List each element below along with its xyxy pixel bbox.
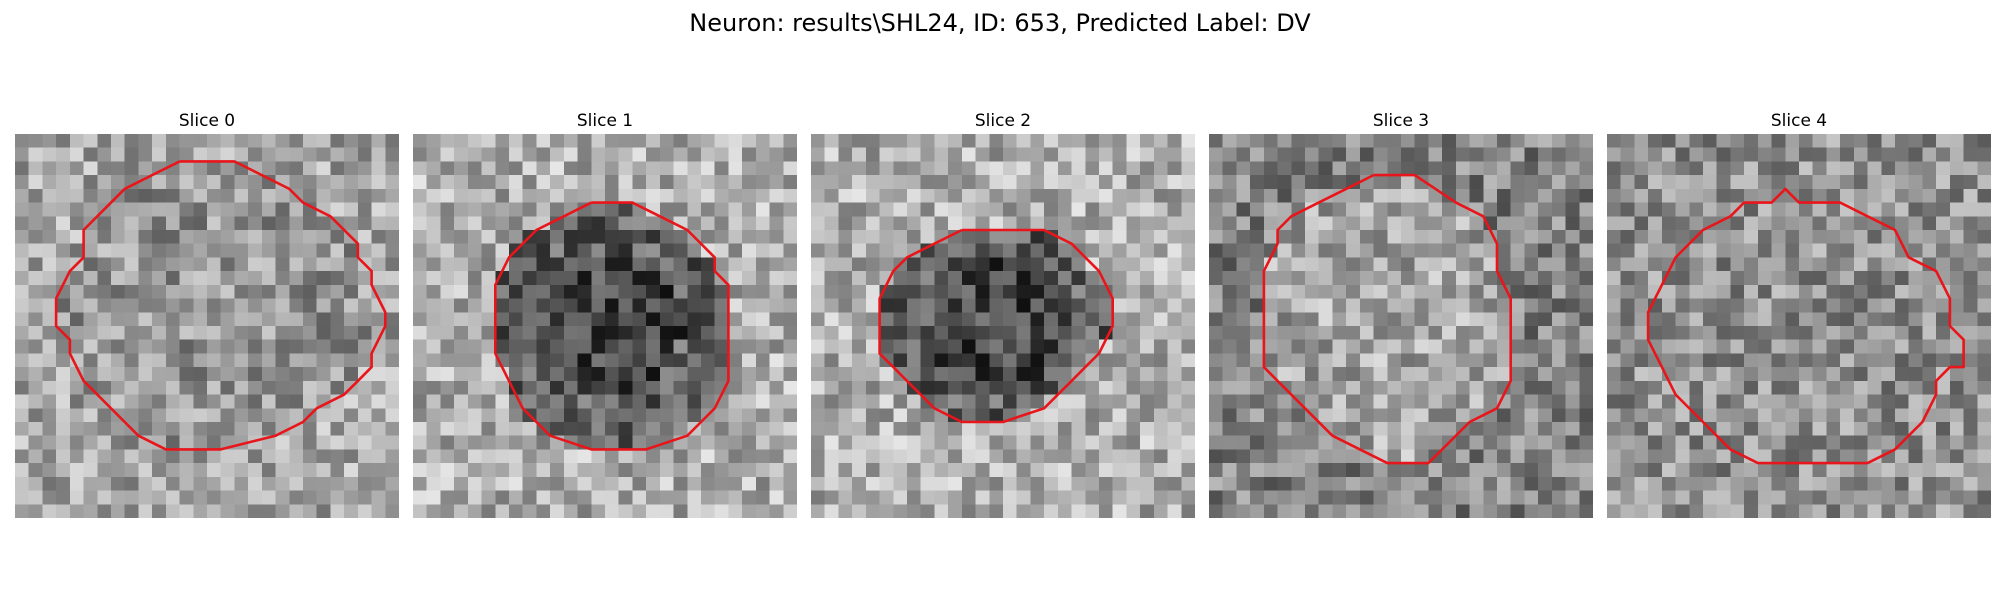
slice-panel-4: Slice 4 — [1607, 108, 1991, 518]
pixel-grid — [811, 134, 1195, 518]
roi-contour — [54, 160, 387, 451]
roi-contour — [494, 201, 730, 451]
slice-panel-2: Slice 2 — [811, 108, 1195, 518]
slice-image — [1209, 134, 1593, 518]
slice-title: Slice 0 — [178, 111, 236, 131]
slice-image — [811, 134, 1195, 518]
slice-panel-3: Slice 3 — [1209, 108, 1593, 518]
slice-title: Slice 3 — [1372, 111, 1430, 131]
pixel-grid — [413, 134, 797, 518]
slice-title: Slice 1 — [576, 111, 634, 131]
slice-image — [15, 134, 399, 518]
slice-image — [413, 134, 797, 518]
slice-title: Slice 4 — [1770, 111, 1828, 131]
slice-panel-1: Slice 1 — [413, 108, 797, 518]
slice-image — [1607, 134, 1991, 518]
pixel-grid — [1607, 134, 1991, 518]
roi-contour — [1646, 187, 1965, 465]
figure-title: Neuron: results\SHL24, ID: 653, Predicte… — [689, 9, 1311, 37]
roi-contour — [878, 228, 1115, 424]
pixel-grid — [15, 134, 399, 518]
pixel-grid — [1209, 134, 1593, 518]
slice-title: Slice 2 — [974, 111, 1032, 131]
slice-panel-0: Slice 0 — [15, 108, 399, 518]
roi-contour — [1262, 173, 1513, 465]
